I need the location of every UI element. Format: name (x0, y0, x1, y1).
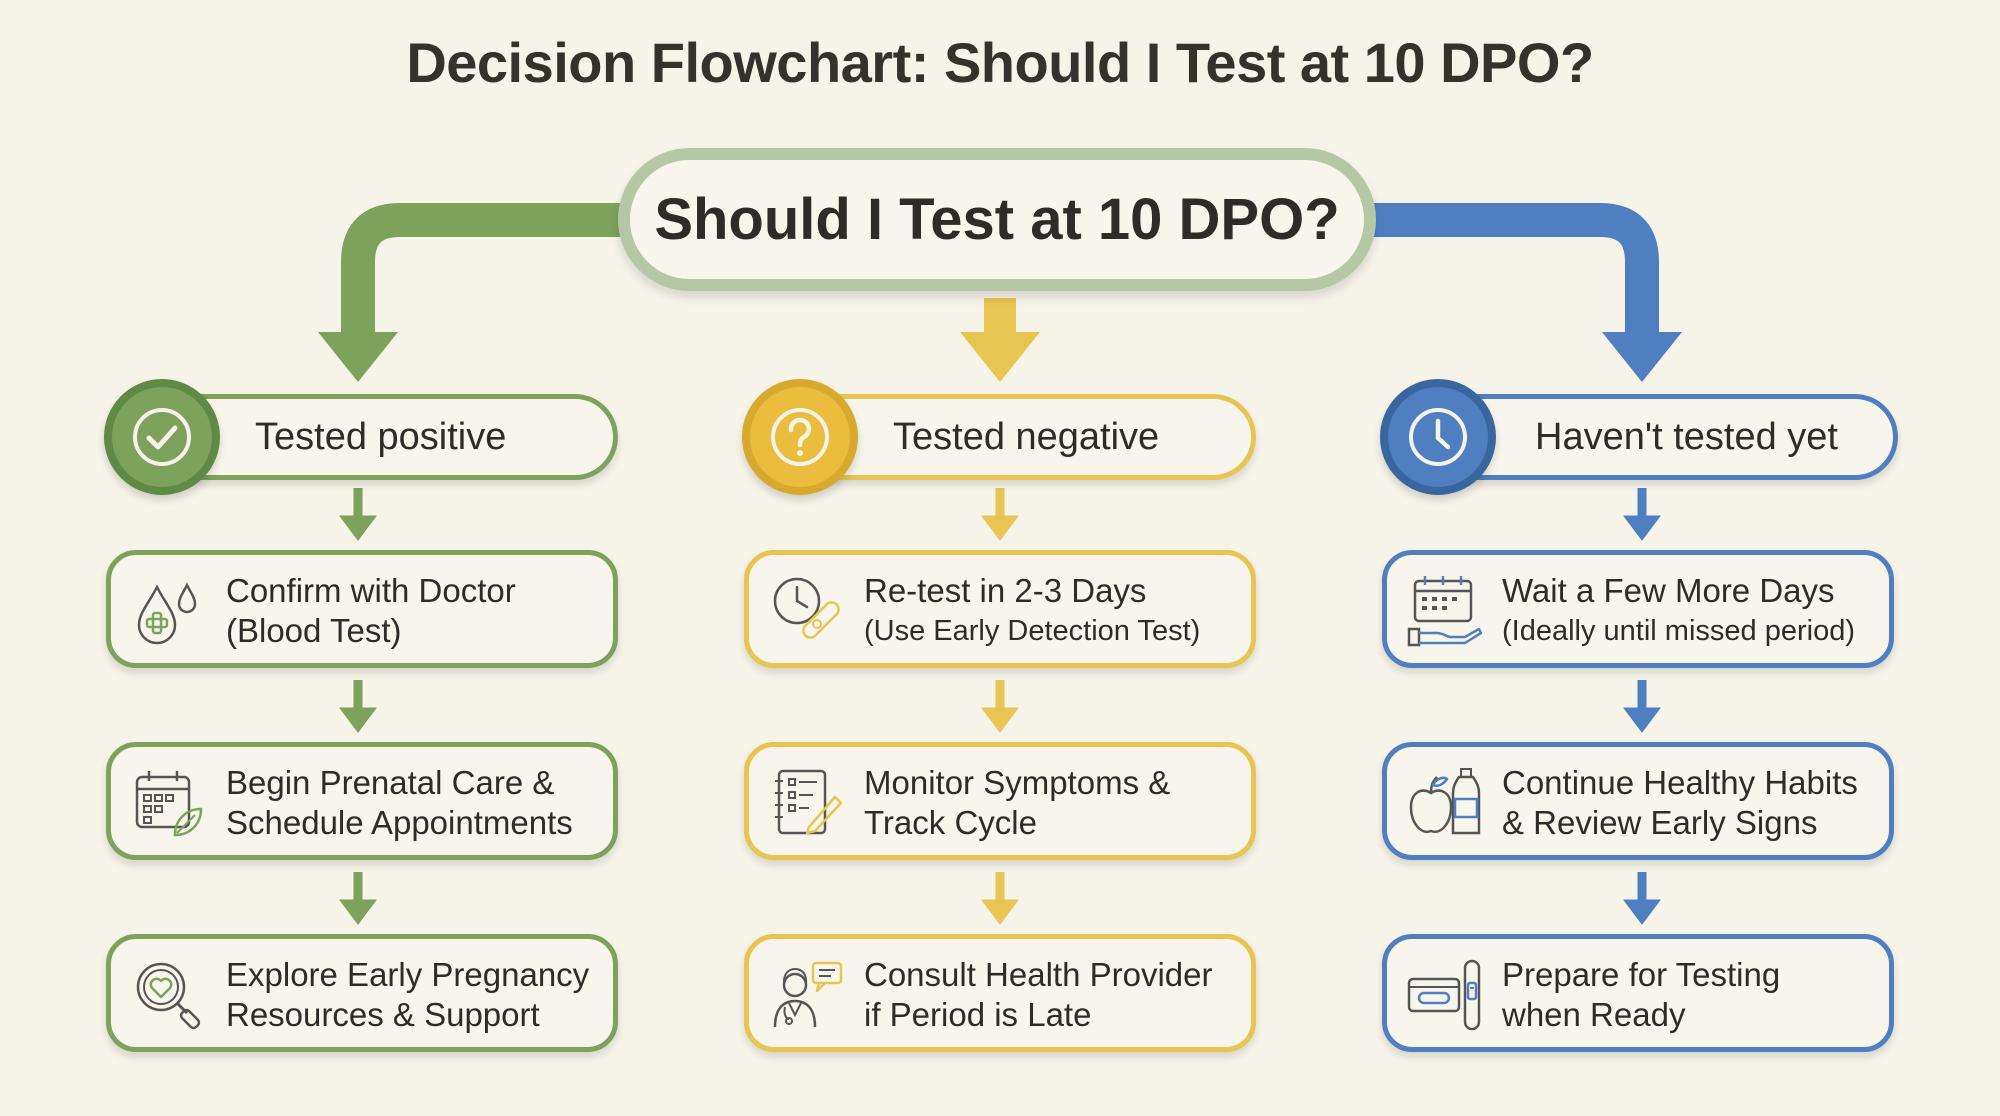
arrowhead-negative (960, 332, 1040, 382)
step-arrows-positive (339, 488, 377, 925)
test-kit-icon (1407, 959, 1481, 1031)
branch-header-label: Tested positive (255, 416, 507, 458)
step-line1: Monitor Symptoms & (864, 764, 1171, 801)
step-card: Explore Early Pregnancy Resources & Suppo… (106, 934, 618, 1052)
step-text: Confirm with Doctor (Blood Test) (226, 571, 601, 651)
step-text: Continue Healthy Habits & Review Early Si… (1502, 763, 1877, 843)
notebook-pen-icon (775, 769, 843, 835)
step-card: Consult Health Provider if Period is Late (744, 934, 1256, 1052)
step-line2: if Period is Late (864, 996, 1092, 1033)
step-card: Begin Prenatal Care & Schedule Appointmen… (106, 742, 618, 860)
arrow-root-to-positive (341, 203, 625, 338)
step-text: Monitor Symptoms & Track Cycle (864, 763, 1239, 843)
apple-bottle-icon (1409, 768, 1481, 835)
root-question: Should I Test at 10 DPO? (618, 148, 1376, 291)
step-line2: Resources & Support (226, 996, 540, 1033)
blood-drop-icon (137, 582, 197, 645)
clock-icon (1380, 379, 1496, 495)
arrow-root-to-negative (984, 298, 1016, 338)
arrowhead-not-tested (1602, 332, 1682, 382)
arrow-root-to-not-tested (1370, 203, 1659, 338)
question-mark-icon (742, 379, 858, 495)
step-line2: (Use Early Detection Test) (864, 615, 1201, 647)
step-line2: (Blood Test) (226, 612, 402, 649)
step-card: Wait a Few More Days (Ideally until misse… (1382, 550, 1894, 668)
doctor-chat-icon (773, 961, 843, 1028)
step-text: Wait a Few More Days (Ideally until misse… (1502, 571, 1877, 651)
step-card: Prepare for Testing when Ready (1382, 934, 1894, 1052)
checkmark-icon (104, 379, 220, 495)
page-title: Decision Flowchart: Should I Test at 10 … (406, 31, 1594, 94)
step-line1: Consult Health Provider (864, 956, 1213, 993)
arrowhead-positive (318, 332, 398, 382)
step-line1: Re-test in 2-3 Days (864, 572, 1147, 609)
step-line2: when Ready (1502, 996, 1686, 1033)
step-line1: Explore Early Pregnancy (226, 956, 590, 993)
clock-test-icon (773, 577, 840, 639)
step-text: Consult Health Provider if Period is Late (864, 955, 1239, 1035)
step-card: Continue Healthy Habits & Review Early Si… (1382, 742, 1894, 860)
step-card: Re-test in 2-3 Days (Use Early Detection … (744, 550, 1256, 668)
step-line2: (Ideally until missed period) (1502, 615, 1855, 647)
step-text: Prepare for Testing when Ready (1502, 955, 1877, 1035)
step-card: Confirm with Doctor (Blood Test) (106, 550, 618, 668)
calendar-hand-icon (1407, 576, 1483, 647)
step-line2: Schedule Appointments (226, 804, 573, 841)
step-text: Begin Prenatal Care & Schedule Appointmen… (226, 763, 601, 843)
step-line2: & Review Early Signs (1502, 804, 1818, 841)
step-line1: Wait a Few More Days (1502, 572, 1835, 609)
magnifier-heart-icon (136, 962, 201, 1030)
step-arrows-not-tested (1623, 488, 1661, 925)
step-line1: Begin Prenatal Care & (226, 764, 555, 801)
step-line1: Continue Healthy Habits (1502, 764, 1858, 801)
step-line1: Prepare for Testing (1502, 956, 1781, 993)
step-text: Explore Early Pregnancy Resources & Suppo… (226, 955, 601, 1035)
step-arrows-negative (981, 488, 1019, 925)
calendar-leaf-icon (135, 771, 203, 837)
step-text: Re-test in 2-3 Days (Use Early Detection … (864, 571, 1239, 651)
branch-header-label: Tested negative (893, 416, 1160, 458)
step-card: Monitor Symptoms & Track Cycle (744, 742, 1256, 860)
step-line2: Track Cycle (864, 804, 1037, 841)
branch-header-label: Haven't tested yet (1535, 416, 1838, 458)
step-line1: Confirm with Doctor (226, 572, 516, 609)
